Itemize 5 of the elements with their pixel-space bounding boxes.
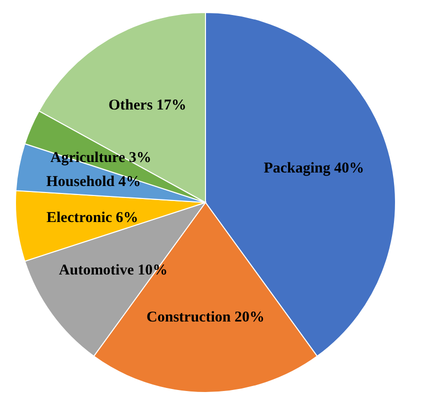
slice-label: Others 17% bbox=[108, 97, 186, 114]
slice-label: Household 4% bbox=[46, 174, 141, 190]
slice-label: Packaging 40% bbox=[264, 160, 364, 176]
slice-label: Construction 20% bbox=[146, 310, 264, 326]
slice-label: Electronic 6% bbox=[46, 210, 138, 226]
